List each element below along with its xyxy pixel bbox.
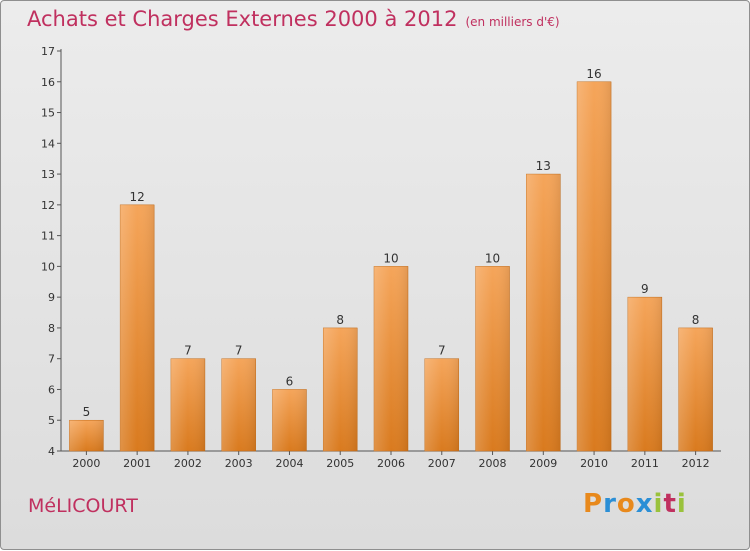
bar-value-label: 8	[692, 313, 700, 327]
bar-value-label: 5	[83, 405, 91, 419]
axes: 4 5 6 7 8 9 10 11 12 13 14 15 16 17 2000 2001 2002 2003 20…	[41, 45, 721, 470]
chart-title-main: Achats et Charges Externes 2000 à 2012	[27, 7, 458, 31]
y-tick-label: 6	[48, 383, 55, 396]
y-tick-label: 10	[41, 260, 55, 273]
bar-value-label: 7	[235, 344, 243, 358]
logo-letter: i	[676, 489, 687, 519]
x-tick-label: 2012	[682, 457, 710, 470]
chart-title-unit: (en milliers d'€)	[465, 15, 560, 29]
y-tick-label: 7	[48, 353, 55, 366]
y-tick-label: 14	[41, 137, 55, 150]
bar-shade	[374, 266, 408, 451]
y-tick-label: 11	[41, 230, 55, 243]
x-tick-label: 2000	[72, 457, 100, 470]
logo-letter: x	[635, 489, 654, 519]
bar-value-label: 8	[336, 313, 344, 327]
logo-letter: i	[653, 489, 664, 519]
bar-shade	[221, 358, 256, 451]
logo-letter: o	[616, 489, 636, 519]
x-tick-label: 2004	[275, 457, 303, 470]
commune-name: MéLICOURT	[28, 495, 138, 517]
x-tick-label: 2003	[225, 457, 253, 470]
bar-shade	[323, 327, 358, 451]
logo-letter: t	[663, 489, 677, 519]
bar-shade	[120, 204, 155, 451]
value-labels: 5 12 7 7 6 8 10 7 10 13 16 9 8	[83, 67, 700, 419]
chart-title: Achats et Charges Externes 2000 à 2012 (e…	[27, 7, 560, 31]
bar-value-label: 7	[438, 344, 446, 358]
bar-shade	[526, 174, 561, 452]
y-tick-label: 13	[41, 168, 55, 181]
proxiti-logo: Proxiti	[583, 489, 687, 519]
bar-value-label: 13	[536, 159, 551, 173]
x-tick-label: 2002	[174, 457, 202, 470]
x-tick-label: 2009	[529, 457, 557, 470]
bar-value-label: 9	[641, 282, 649, 296]
y-tick-label: 4	[48, 445, 55, 458]
logo-letter: P	[583, 489, 604, 519]
bar-shade	[678, 327, 713, 451]
bar-shade	[170, 358, 205, 451]
bar-shade	[69, 420, 104, 451]
bar-value-label: 6	[286, 374, 294, 388]
x-tick-label: 2005	[326, 457, 354, 470]
logo-letter: r	[603, 489, 617, 519]
bar-value-label: 12	[130, 190, 145, 204]
bar-shade	[424, 358, 459, 451]
y-tick-label: 15	[41, 107, 55, 120]
bar-value-label: 10	[485, 251, 500, 265]
bar-value-label: 7	[184, 344, 192, 358]
bar-value-label: 16	[586, 67, 601, 81]
y-tick-label: 12	[41, 199, 55, 212]
y-tick-label: 9	[48, 291, 55, 304]
x-tick-label: 2008	[479, 457, 507, 470]
x-tick-label: 2011	[631, 457, 659, 470]
bar-shade	[272, 389, 307, 451]
x-tick-label: 2006	[377, 457, 405, 470]
y-tick-label: 8	[48, 322, 55, 335]
y-tick-label: 17	[41, 45, 55, 58]
x-tick-label: 2001	[123, 457, 151, 470]
bar-value-label: 10	[383, 251, 398, 265]
bar-shade	[475, 266, 510, 451]
bar-shade	[627, 297, 662, 451]
x-tick-label: 2007	[428, 457, 456, 470]
bar-shade	[577, 81, 612, 452]
y-tick-label: 5	[48, 414, 55, 427]
x-tick-label: 2010	[580, 457, 608, 470]
y-tick-label: 16	[41, 76, 55, 89]
bars	[69, 81, 713, 452]
